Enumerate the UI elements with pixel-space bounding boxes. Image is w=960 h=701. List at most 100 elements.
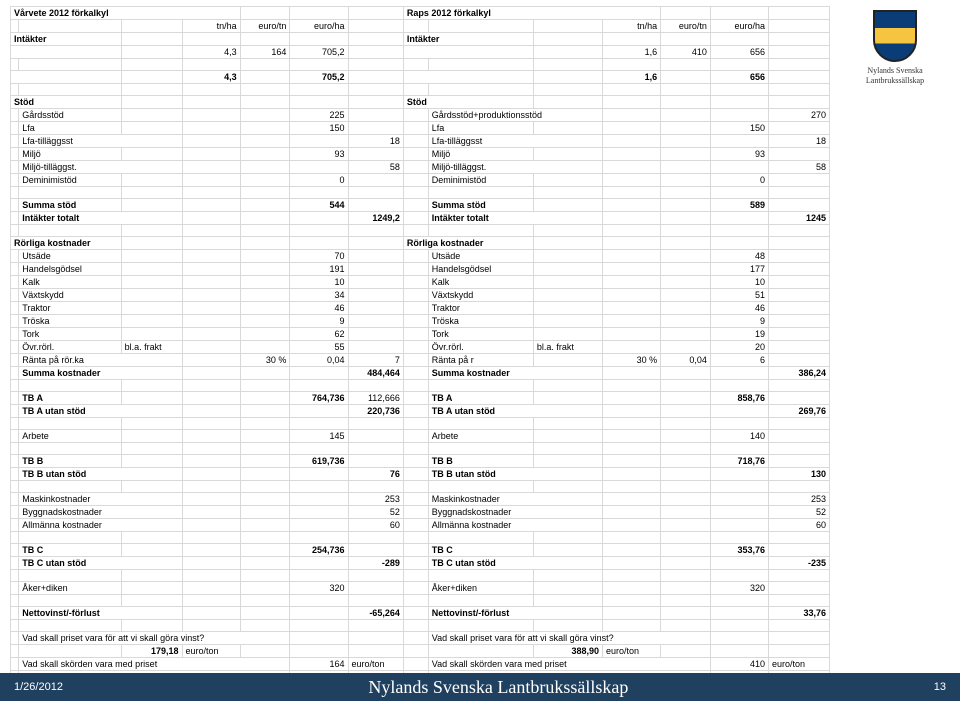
cell bbox=[11, 570, 19, 582]
cell bbox=[290, 595, 348, 607]
cell bbox=[428, 380, 533, 392]
cell: 51 bbox=[710, 289, 768, 302]
cell bbox=[11, 658, 19, 671]
cell: TB B bbox=[19, 455, 121, 468]
cell: 62 bbox=[290, 328, 348, 341]
cell: 619,736 bbox=[290, 455, 348, 468]
cell bbox=[533, 84, 602, 96]
cell bbox=[403, 354, 428, 367]
cell: Övr.rörl. bbox=[428, 341, 533, 354]
cell bbox=[240, 468, 290, 481]
cell bbox=[290, 187, 348, 199]
cell bbox=[11, 20, 19, 33]
cell: Övr.rörl. bbox=[19, 341, 121, 354]
cell bbox=[710, 506, 768, 519]
cell bbox=[661, 532, 711, 544]
cell bbox=[348, 620, 403, 632]
cell bbox=[603, 276, 661, 289]
cell bbox=[769, 96, 830, 109]
cell bbox=[710, 570, 768, 582]
cell: 191 bbox=[290, 263, 348, 276]
cell bbox=[403, 263, 428, 276]
cell bbox=[533, 354, 602, 367]
cell bbox=[182, 430, 240, 443]
logo-caption: Nylands Svenska Lantbrukssällskap bbox=[840, 66, 950, 85]
spreadsheet-table: Vårvete 2012 förkalkylRaps 2012 förkalky… bbox=[10, 6, 830, 697]
cell bbox=[661, 380, 711, 392]
cell bbox=[769, 276, 830, 289]
cell: Nettovinst/-förlust bbox=[19, 607, 182, 620]
cell bbox=[121, 430, 182, 443]
cell bbox=[121, 174, 182, 187]
cell bbox=[769, 187, 830, 199]
cell bbox=[533, 237, 602, 250]
cell bbox=[769, 148, 830, 161]
cell bbox=[710, 187, 768, 199]
title-left: Vårvete 2012 förkalkyl bbox=[11, 7, 241, 20]
cell bbox=[240, 582, 290, 595]
cell bbox=[403, 122, 428, 135]
cell bbox=[403, 544, 428, 557]
cell bbox=[240, 570, 290, 582]
cell: Vad skall priset vara för att vi skall g… bbox=[428, 632, 710, 645]
cell bbox=[182, 225, 240, 237]
cell bbox=[348, 328, 403, 341]
cell bbox=[603, 430, 661, 443]
cell: Utsäde bbox=[19, 250, 121, 263]
cell: 320 bbox=[710, 582, 768, 595]
cell bbox=[290, 96, 348, 109]
cell bbox=[603, 544, 661, 557]
cell bbox=[403, 418, 428, 430]
cell: -289 bbox=[348, 557, 403, 570]
cell bbox=[710, 135, 768, 148]
cell bbox=[769, 570, 830, 582]
cell bbox=[403, 658, 428, 671]
cell bbox=[240, 645, 290, 658]
cell: 150 bbox=[710, 122, 768, 135]
cell: 544 bbox=[290, 199, 348, 212]
cell bbox=[403, 632, 428, 645]
cell bbox=[182, 302, 240, 315]
cell bbox=[182, 199, 240, 212]
cell bbox=[661, 59, 711, 71]
cell bbox=[348, 109, 403, 122]
cell bbox=[290, 212, 348, 225]
cell bbox=[661, 84, 711, 96]
cell bbox=[533, 455, 602, 468]
cell bbox=[769, 430, 830, 443]
cell bbox=[603, 557, 661, 570]
cell: TB A bbox=[428, 392, 533, 405]
cell bbox=[533, 328, 602, 341]
cell bbox=[769, 302, 830, 315]
cell: 484,464 bbox=[348, 367, 403, 380]
cell bbox=[710, 607, 768, 620]
cell: 55 bbox=[290, 341, 348, 354]
cell bbox=[603, 135, 661, 148]
cell bbox=[769, 84, 830, 96]
cell bbox=[121, 289, 182, 302]
logo-caption-1: Nylands Svenska bbox=[867, 66, 922, 75]
cell bbox=[348, 148, 403, 161]
cell: Arbete bbox=[428, 430, 533, 443]
cell bbox=[240, 96, 290, 109]
content: Vårvete 2012 förkalkylRaps 2012 förkalky… bbox=[0, 0, 960, 697]
cell bbox=[603, 455, 661, 468]
cell bbox=[710, 84, 768, 96]
cell bbox=[290, 532, 348, 544]
cell bbox=[348, 20, 403, 33]
cell bbox=[710, 59, 768, 71]
cell: 70 bbox=[290, 250, 348, 263]
cell: 1249,2 bbox=[348, 212, 403, 225]
cell bbox=[121, 481, 182, 493]
cell bbox=[661, 607, 711, 620]
cell bbox=[661, 7, 711, 20]
cell bbox=[11, 341, 19, 354]
cell: 33,76 bbox=[769, 607, 830, 620]
cell: 30 % bbox=[240, 354, 290, 367]
cell bbox=[769, 354, 830, 367]
cell bbox=[661, 199, 711, 212]
cell: 1,6 bbox=[603, 71, 661, 84]
cell bbox=[603, 341, 661, 354]
cell bbox=[428, 595, 533, 607]
cell bbox=[533, 418, 602, 430]
